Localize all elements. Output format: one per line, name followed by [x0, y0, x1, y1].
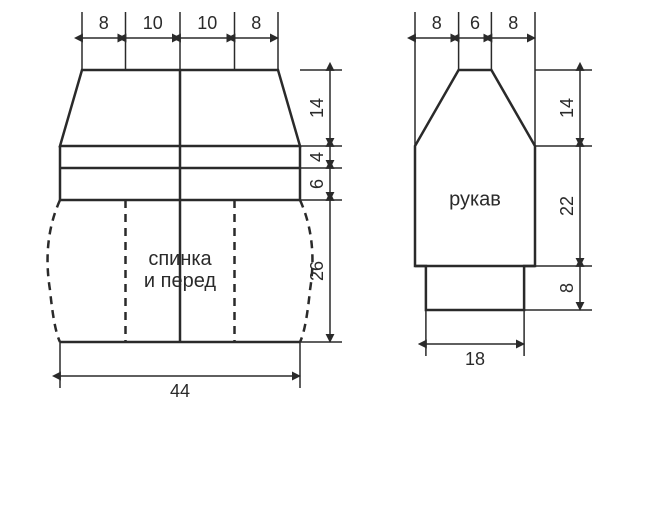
body-shape — [48, 70, 313, 342]
dim-sleeve-right-g: 8 — [557, 283, 577, 293]
dim-body-top-c: 10 — [197, 13, 217, 33]
dim-body-top-d: 8 — [251, 13, 261, 33]
body-label-line1: спинкаи перед — [144, 248, 216, 292]
dim-sleeve-top-b: 6 — [470, 13, 480, 33]
body-right-dims: 14 4 6 26 — [300, 70, 342, 342]
body-bottom-dim: 44 — [60, 342, 300, 401]
dim-sleeve-top-c: 8 — [508, 13, 518, 33]
sleeve-top-dims: 8 6 8 — [415, 12, 535, 146]
dim-body-right-g: 6 — [307, 179, 327, 189]
dim-body-right-e: 14 — [307, 98, 327, 118]
sleeve-bottom-dim: 18 — [426, 310, 524, 369]
pattern-diagram: спинкаи перед 8 10 10 8 14 4 6 26 — [0, 0, 650, 524]
dim-body-right-f: 4 — [307, 152, 327, 162]
body-top-dims: 8 10 10 8 — [82, 12, 278, 70]
dim-body-top-a: 8 — [99, 13, 109, 33]
dim-body-top-b: 10 — [143, 13, 163, 33]
sleeve-label: рукав — [449, 188, 501, 210]
dim-body-right-h: 26 — [307, 261, 327, 281]
dim-sleeve-top-a: 8 — [432, 13, 442, 33]
dim-sleeve-bottom: 18 — [465, 349, 485, 369]
dim-sleeve-right-f: 22 — [557, 196, 577, 216]
dim-body-bottom: 44 — [170, 381, 190, 401]
dim-sleeve-right-e: 14 — [557, 98, 577, 118]
